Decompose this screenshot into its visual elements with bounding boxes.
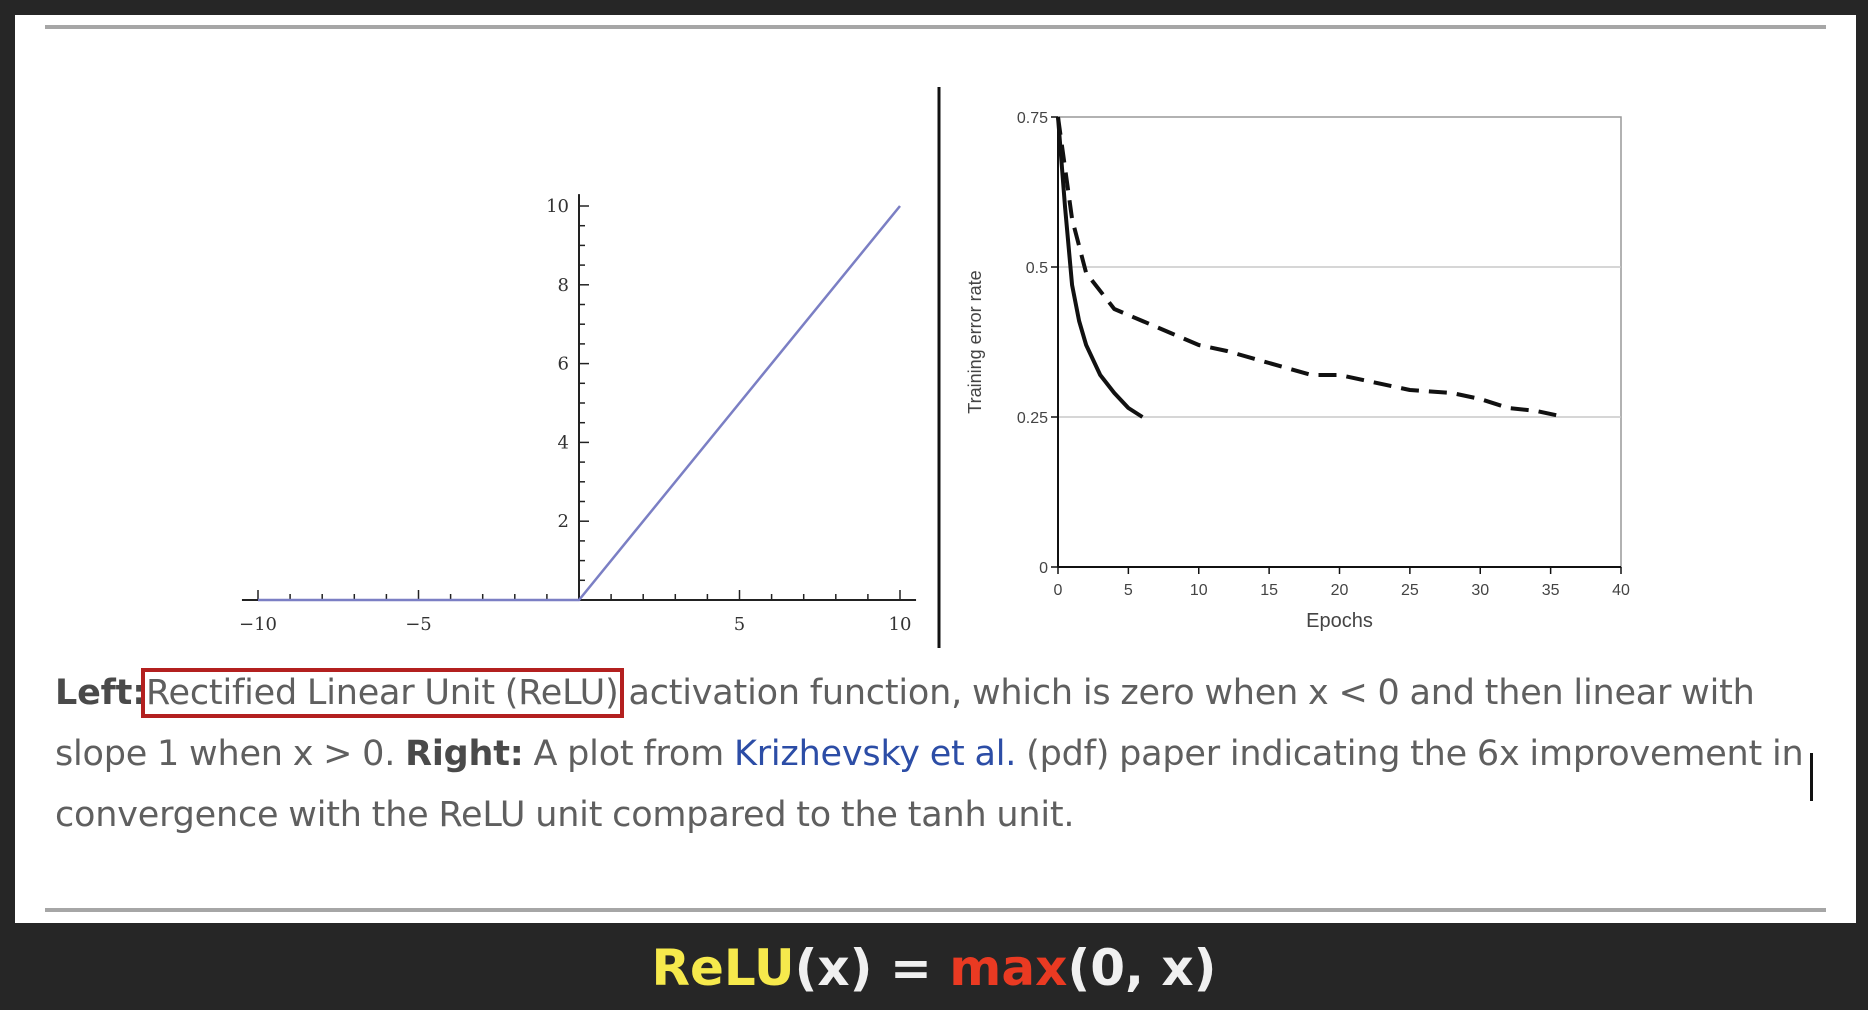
figure-caption: Left:Rectified Linear Unit (ReLU) activa… xyxy=(55,663,1835,846)
relu-y-tick-label: 4 xyxy=(558,432,569,453)
figures-svg: −10 −5 5 10 2 4 6 8 10 0 5 10 15 20 25 30 35 40 0 0.25 0.5 0.… xyxy=(239,87,1630,648)
caption-text-2: A plot from xyxy=(523,734,734,774)
relu-y-tick-label: 10 xyxy=(546,196,569,217)
error-y-tick-label: 0 xyxy=(1039,560,1048,577)
error-y-tick-label: 0.5 xyxy=(1026,260,1048,277)
relu-x-tick-label: 10 xyxy=(889,614,912,635)
error-x-tick-label: 15 xyxy=(1260,582,1278,599)
text-caret xyxy=(1810,753,1813,801)
error-x-tick-label: 5 xyxy=(1124,582,1133,599)
error-x-tick-label: 35 xyxy=(1542,582,1560,599)
relu-y-tick-label: 2 xyxy=(558,511,569,532)
formula-relu: ReLU xyxy=(651,939,795,997)
error-x-tick-label: 40 xyxy=(1612,582,1630,599)
bottom-divider xyxy=(45,908,1826,912)
caption-text-3: (pdf) paper indicating the 6x improvemen… xyxy=(55,734,1804,835)
error-plot-frame xyxy=(1057,116,1622,568)
error-x-tick-label: 25 xyxy=(1401,582,1419,599)
formula-arg: (x) = xyxy=(794,939,950,997)
relu-x-tick-label: −5 xyxy=(405,614,432,635)
relu-highlight-box: Rectified Linear Unit (ReLU) xyxy=(141,668,624,718)
error-plot xyxy=(1051,116,1622,574)
error-x-tick-label: 0 xyxy=(1054,582,1063,599)
content-card: −10 −5 5 10 2 4 6 8 10 0 5 10 15 20 25 30 35 40 0 0.25 0.5 0.… xyxy=(15,15,1856,923)
relu-formula: ReLU(x) = max(0, x) xyxy=(0,928,1868,1010)
error-x-tick-label: 30 xyxy=(1471,582,1489,599)
relu-y-tick-label: 6 xyxy=(558,354,569,375)
top-divider xyxy=(45,25,1826,29)
relu-x-tick-label: −10 xyxy=(239,614,277,635)
formula-args: (0, x) xyxy=(1067,939,1217,997)
caption-left-label: Left: xyxy=(55,673,146,713)
krizhevsky-link[interactable]: Krizhevsky et al. xyxy=(733,734,1017,774)
formula-max: max xyxy=(949,939,1068,997)
caption-right-label: Right: xyxy=(405,734,524,774)
error-x-tick-label: 10 xyxy=(1190,582,1208,599)
relu-x-tick-label: 5 xyxy=(734,614,745,635)
relu-plot xyxy=(241,194,917,602)
error-y-axis-label: Training error rate xyxy=(965,270,985,413)
tanh-dashed-line xyxy=(1056,116,1566,419)
relu-y-tick-label: 8 xyxy=(558,275,569,296)
relu-solid-line xyxy=(1056,116,1144,419)
error-y-tick-label: 0.25 xyxy=(1017,410,1048,427)
figure-area: −10 −5 5 10 2 4 6 8 10 0 5 10 15 20 25 30 35 40 0 0.25 0.5 0.… xyxy=(15,15,1856,675)
error-x-tick-label: 20 xyxy=(1331,582,1349,599)
error-y-tick-label: 0.75 xyxy=(1017,110,1048,127)
caption-text-1: activation function, which is zero when … xyxy=(55,673,1755,774)
error-x-axis-label: Epochs xyxy=(1306,610,1373,632)
relu-line xyxy=(258,205,901,602)
